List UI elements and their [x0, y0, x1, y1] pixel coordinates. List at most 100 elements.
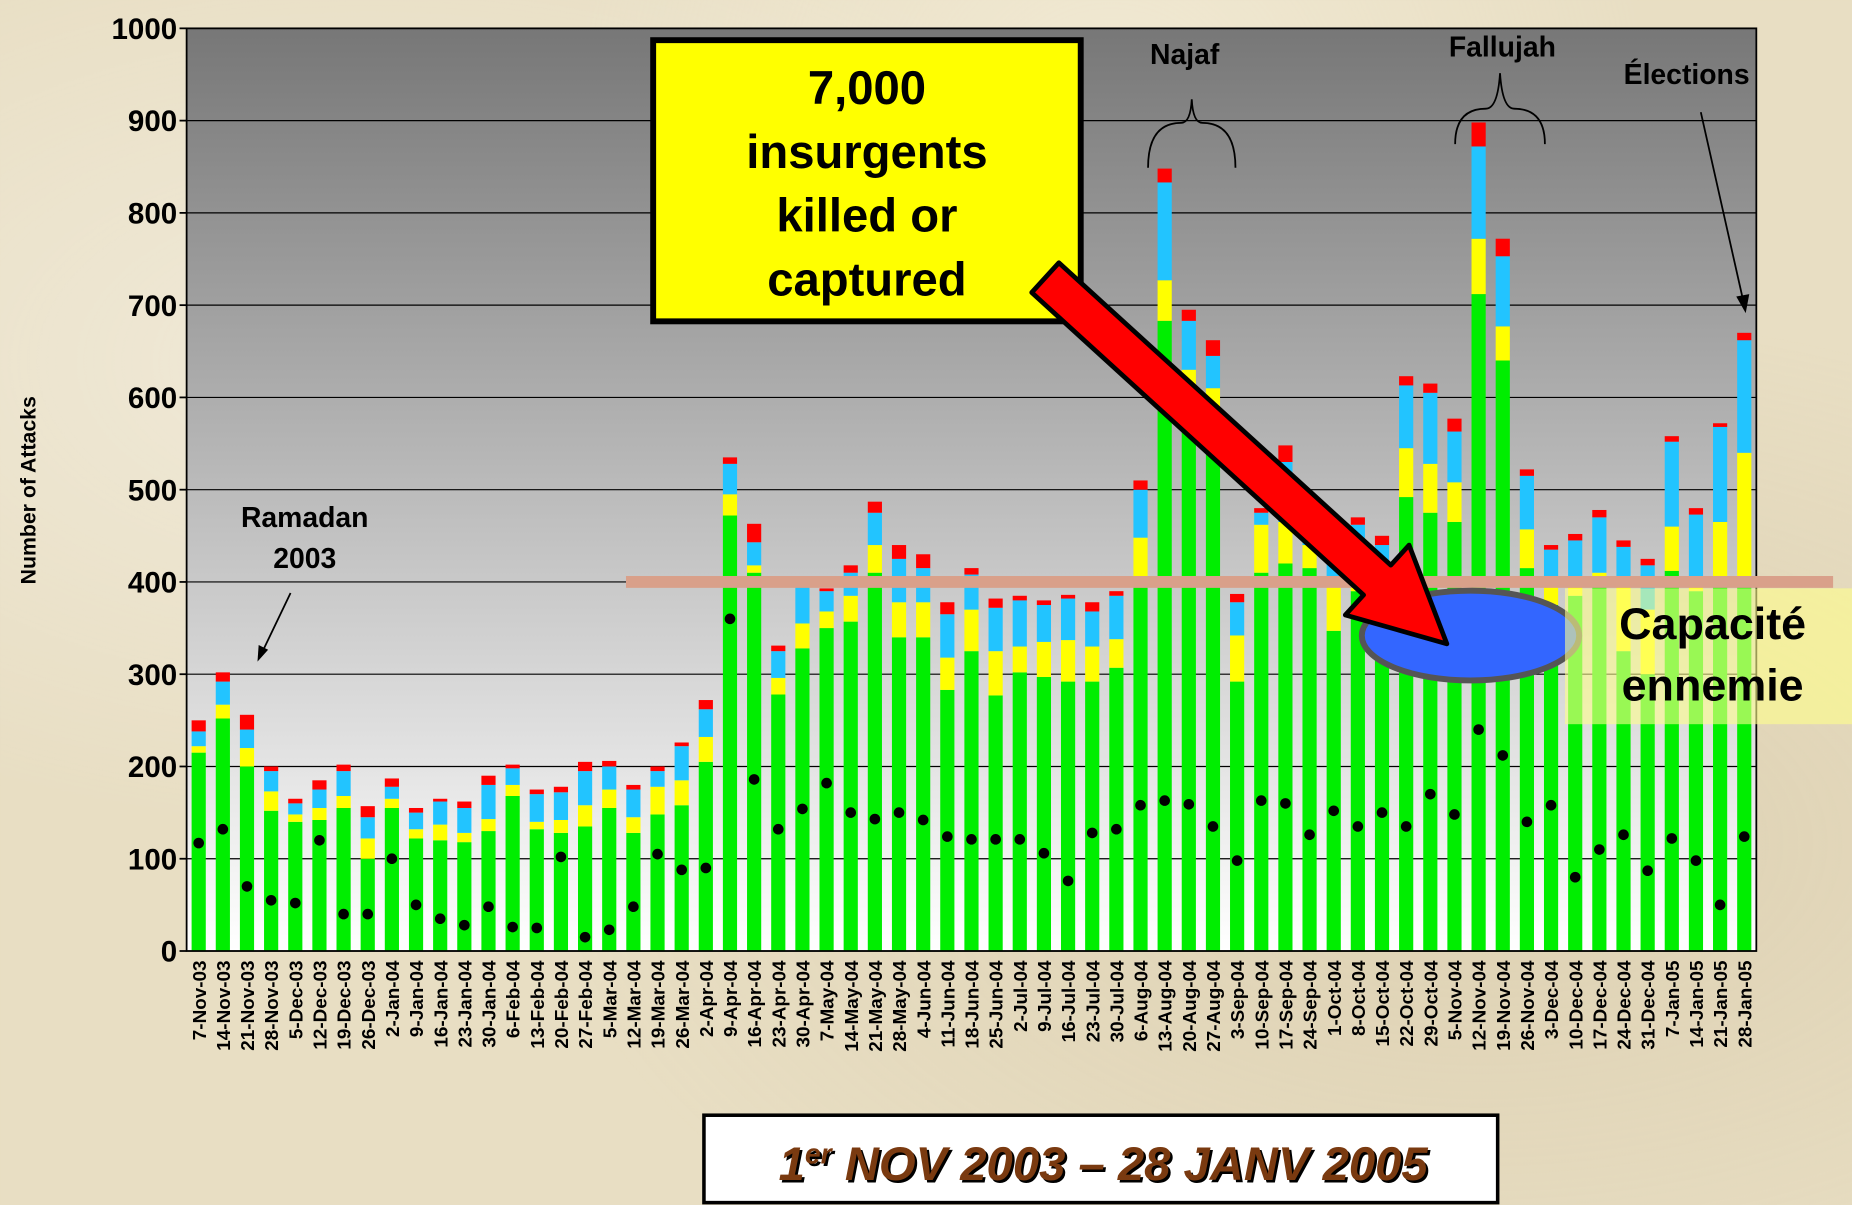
bar-segment: [553, 819, 569, 833]
bar-segment: [1157, 320, 1172, 952]
bar-segment: [288, 814, 303, 822]
bar-segment: [433, 840, 448, 952]
bar-segment: [964, 609, 979, 652]
bar-segment: [1543, 545, 1559, 550]
dot: [772, 823, 784, 835]
dot: [1424, 788, 1436, 800]
dot: [724, 613, 736, 625]
dot: [1159, 795, 1170, 806]
bar-segment: [988, 607, 1003, 652]
dot: [531, 922, 543, 934]
bar-segment: [288, 821, 303, 952]
annotation: Fallujah: [1449, 32, 1556, 64]
dot: [193, 837, 205, 849]
bar-segment: [674, 805, 689, 952]
dot: [217, 823, 229, 835]
dot: [1038, 847, 1050, 859]
bar-segment: [1278, 445, 1293, 462]
bar-segment: [433, 824, 448, 841]
bar-segment: [1447, 431, 1462, 483]
dot: [1352, 821, 1364, 832]
bar-segment: [577, 805, 593, 827]
x-tick-label: 19-Nov-04: [1494, 960, 1515, 1051]
x-tick-label: 24-Dec-04: [1615, 960, 1636, 1050]
x-tick-label: 16-Jul-04: [1059, 960, 1080, 1042]
bar-segment: [1036, 605, 1052, 642]
bar-segment: [916, 602, 931, 638]
dot: [1231, 855, 1243, 866]
bar-segment: [940, 657, 955, 690]
bar-segment: [336, 771, 351, 796]
bar-segment: [336, 807, 351, 952]
x-tick-label: 19-Mar-04: [649, 960, 670, 1049]
dot: [942, 831, 953, 842]
bar-segment: [1713, 423, 1728, 427]
bar-segment: [312, 807, 327, 820]
x-tick-label: 14-Nov-03: [214, 960, 235, 1050]
dot: [1086, 827, 1098, 839]
dot: [1280, 798, 1291, 809]
x-tick-label: 26-Nov-04: [1518, 960, 1539, 1051]
x-tick-label: 2-Jan-04: [383, 960, 404, 1037]
dot: [289, 897, 301, 909]
y-tick-label: 900: [128, 105, 177, 138]
bar-segment: [1230, 602, 1245, 636]
bar-segment: [360, 838, 375, 859]
bar-segment: [505, 768, 520, 785]
bar-segment: [1374, 535, 1390, 546]
callout-text: killed or: [776, 190, 957, 243]
x-tick-label: 10-Sep-04: [1252, 960, 1273, 1050]
bar-segment: [1060, 681, 1076, 952]
bar-segment: [722, 457, 738, 464]
bar-segment: [1350, 591, 1365, 952]
y-tick-label: 800: [128, 198, 177, 231]
bar-segment: [408, 807, 424, 813]
bar-segment: [505, 784, 520, 796]
bar-segment: [1495, 256, 1510, 327]
x-tick-label: 5-Nov-04: [1446, 960, 1467, 1040]
dot: [1521, 816, 1533, 828]
dot: [1328, 805, 1340, 817]
bar-segment: [1036, 641, 1052, 677]
bar-segment: [1471, 238, 1486, 295]
bar-segment: [747, 542, 762, 566]
bar-segment: [940, 614, 955, 658]
bar-segment: [1664, 436, 1679, 442]
y-tick-label: 600: [128, 382, 177, 415]
bar-segment: [1664, 441, 1679, 527]
dot: [893, 807, 905, 818]
callout-text: 7,000: [808, 62, 926, 115]
x-tick-label: 20-Feb-04: [552, 960, 573, 1049]
x-tick-label: 23-Jul-04: [1083, 960, 1104, 1042]
callout-text: insurgents: [746, 126, 987, 179]
bar-segment: [1664, 526, 1679, 571]
bar-segment: [1616, 540, 1631, 547]
bar-segment: [602, 789, 617, 808]
bar-segment: [1133, 480, 1148, 490]
bar-segment: [1423, 383, 1438, 393]
x-tick-label: 27-Aug-04: [1204, 960, 1225, 1052]
bar-segment: [1302, 568, 1317, 952]
bar-segment: [384, 807, 399, 952]
capacity-text: ennemie: [1622, 660, 1804, 711]
x-tick-label: 24-Sep-04: [1301, 960, 1322, 1050]
bar-segment: [1230, 681, 1245, 952]
bar-segment: [698, 736, 713, 762]
bar-segment: [1157, 182, 1172, 281]
y-axis-label: Number of Attacks: [16, 396, 40, 584]
dot: [507, 921, 518, 933]
x-tick-label: 12-Dec-03: [311, 960, 332, 1049]
dot: [797, 803, 808, 815]
bar-segment: [288, 803, 303, 815]
bar-segment: [577, 771, 593, 806]
dot: [700, 862, 712, 874]
bar-segment: [722, 463, 738, 495]
arrowhead: [1736, 294, 1750, 314]
bar-segment: [1447, 418, 1462, 432]
bar-segment: [1085, 646, 1100, 682]
y-tick-label: 100: [128, 843, 177, 876]
x-tick-label: 12-Mar-04: [624, 960, 645, 1049]
bar-segment: [1157, 280, 1172, 321]
annotation: Najaf: [1150, 39, 1220, 71]
